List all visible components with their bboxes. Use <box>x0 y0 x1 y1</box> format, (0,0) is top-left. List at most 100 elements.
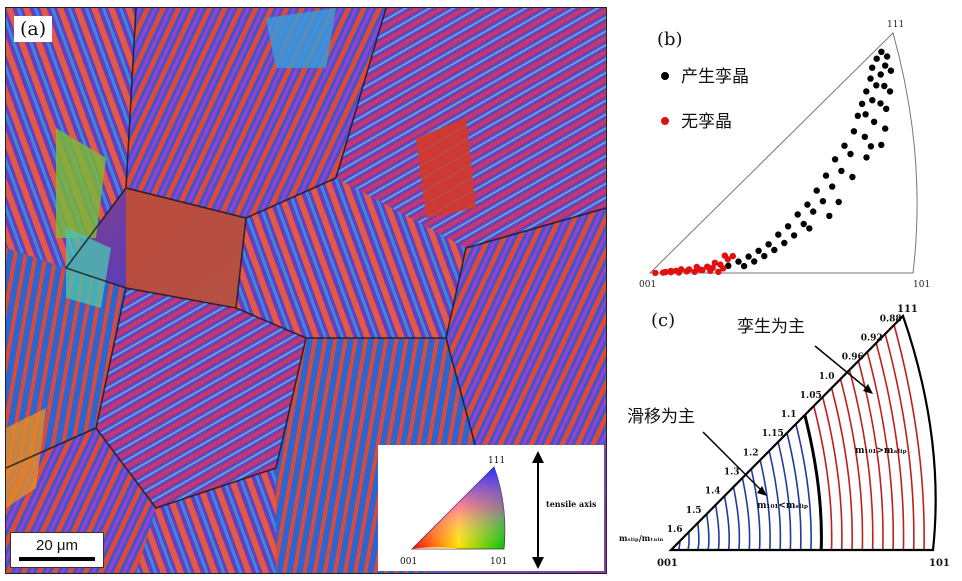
twin-contour <box>866 351 895 551</box>
twin-point <box>826 212 833 220</box>
notwin-point <box>691 268 698 275</box>
panel-c-ratio-map: (c) 111 001 101 1.6 1.5 1.4 1.3 1.2 1.15 1.1 1.… <box>615 298 955 576</box>
twin-point <box>835 198 842 206</box>
twin-point <box>813 187 820 194</box>
twin-point <box>863 88 870 95</box>
twin-point <box>838 167 845 175</box>
slip-contour <box>741 477 751 551</box>
region-twin-arrow <box>814 345 872 393</box>
panel-c-101: 101 <box>929 558 950 569</box>
twin-point <box>755 247 762 254</box>
twin-point <box>869 97 876 104</box>
ratio-axis-label: mₛₗᵢₚ/mₜᵤᵢₙ <box>619 533 663 543</box>
panel-b-111: 111 <box>887 20 904 30</box>
contour-tick-label: 0.88 <box>880 314 902 324</box>
slip-contour <box>697 522 700 551</box>
twin-point <box>781 239 788 247</box>
panel-c-label: (c) <box>651 310 676 331</box>
twin-point <box>870 118 878 126</box>
twin-point <box>887 67 895 74</box>
ratio-slip-label: m₁₀₁<mₛₗᵢₚ <box>757 501 808 511</box>
twin-point <box>883 53 891 60</box>
panel-a-micrograph: 20 μm 111 001 101 tensile axis <box>5 7 607 574</box>
twin-point <box>850 128 858 135</box>
notwin-point <box>672 267 680 274</box>
twin-point <box>861 133 868 140</box>
panel-c-111: 111 <box>897 304 918 315</box>
contour-tick-label: 0.92 <box>861 334 883 344</box>
twin-contour <box>875 342 905 551</box>
panel-c-001: 001 <box>657 558 678 569</box>
notwin-point <box>711 259 719 266</box>
scale-bar-label: 20 μm <box>36 537 78 554</box>
twin-point <box>784 223 792 230</box>
twin-point <box>882 62 889 69</box>
notwin-point <box>678 266 685 273</box>
twin-point <box>869 64 876 71</box>
tensile-axis-label: tensile axis <box>546 499 597 509</box>
twin-point <box>761 252 768 260</box>
twin-contour <box>893 324 925 551</box>
contour-tick-label: 1.15 <box>762 429 784 439</box>
slip-contour <box>795 423 812 551</box>
contour-tick-label: 1.3 <box>724 468 740 478</box>
slip-contour <box>686 531 690 551</box>
panel-b-triangle <box>648 32 918 274</box>
twin-point <box>819 198 827 205</box>
twin-point <box>862 111 869 118</box>
twin-point <box>863 154 870 161</box>
twin-point <box>858 100 866 108</box>
twin-point <box>886 88 894 95</box>
twin-point <box>822 172 830 179</box>
twin-point <box>854 112 861 120</box>
panel-b-101: 101 <box>913 280 930 290</box>
scale-bar-box: 20 μm <box>10 532 104 568</box>
twin-point <box>810 208 817 215</box>
notwin-point <box>715 268 722 275</box>
twin-point <box>804 201 811 208</box>
ipf-color-key: 111 001 101 tensile axis <box>378 445 604 571</box>
twin-point <box>873 55 880 62</box>
notwin-point <box>685 266 693 273</box>
twin-point <box>790 232 798 239</box>
twin-contour <box>813 405 833 551</box>
twin-point <box>867 143 875 150</box>
twin-contour <box>839 378 864 551</box>
legend-twin-label: 产生孪晶 <box>681 67 749 87</box>
ebsd-map-image <box>6 8 606 573</box>
contour-tick-label: 1.0 <box>819 372 835 382</box>
twin-point <box>867 75 874 82</box>
slip-contour <box>768 450 782 551</box>
panel-c-triangle <box>668 313 937 552</box>
twin-point <box>751 258 758 265</box>
twin-point <box>847 150 854 158</box>
region-slip-label: 滑移为主 <box>627 407 695 427</box>
twin-point <box>878 48 885 55</box>
twin-contour <box>848 369 874 551</box>
contour-tick-label: 1.6 <box>667 525 683 535</box>
twin-point <box>771 246 778 254</box>
panel-c-contours <box>676 324 925 551</box>
twin-contour <box>857 360 884 551</box>
contour-tick-label: 1.5 <box>686 506 702 516</box>
twin-point <box>725 262 732 269</box>
panel-b-001: 001 <box>639 280 656 290</box>
twin-contour <box>821 396 843 551</box>
twin-contour <box>830 387 854 551</box>
panel-b-scatter: (b) 111 001 101 产生孪晶 无孪晶 <box>615 5 955 295</box>
twin-point <box>740 262 748 270</box>
twin-point <box>849 173 856 181</box>
twin-contour <box>884 333 915 551</box>
twin-point <box>765 241 772 248</box>
ipf-key-111-label: 111 <box>488 456 505 466</box>
twin-point <box>873 82 880 89</box>
notwin-point <box>721 252 728 259</box>
notwin-point <box>693 263 700 271</box>
twin-point <box>882 125 889 132</box>
slip-contour <box>714 504 720 551</box>
region-twin-label: 孪生为主 <box>737 317 805 337</box>
twin-point <box>829 183 836 190</box>
slip-contour <box>750 468 761 551</box>
twin-point <box>800 220 807 228</box>
notwin-point <box>652 269 659 277</box>
